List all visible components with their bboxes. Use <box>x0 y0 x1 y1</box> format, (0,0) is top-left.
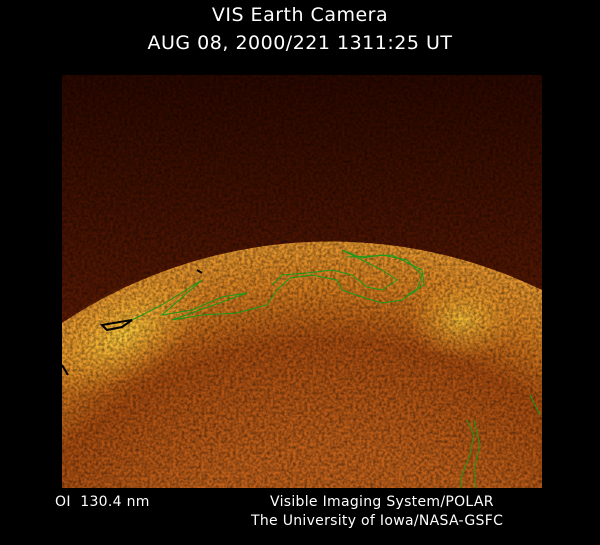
image-title: VIS Earth Camera <box>211 4 389 26</box>
dark-limb-feature <box>62 269 203 376</box>
earth-camera-image <box>62 75 542 488</box>
coastline-contour <box>131 249 541 488</box>
noise-texture <box>62 75 542 488</box>
wavelength-label: OI 130.4 nm <box>55 494 150 510</box>
instrument-label: Visible Imaging System/POLAR <box>270 494 494 510</box>
image-timestamp: AUG 08, 2000/221 1311:25 UT <box>147 32 453 54</box>
institution-label: The University of Iowa/NASA-GSFC <box>251 513 504 529</box>
